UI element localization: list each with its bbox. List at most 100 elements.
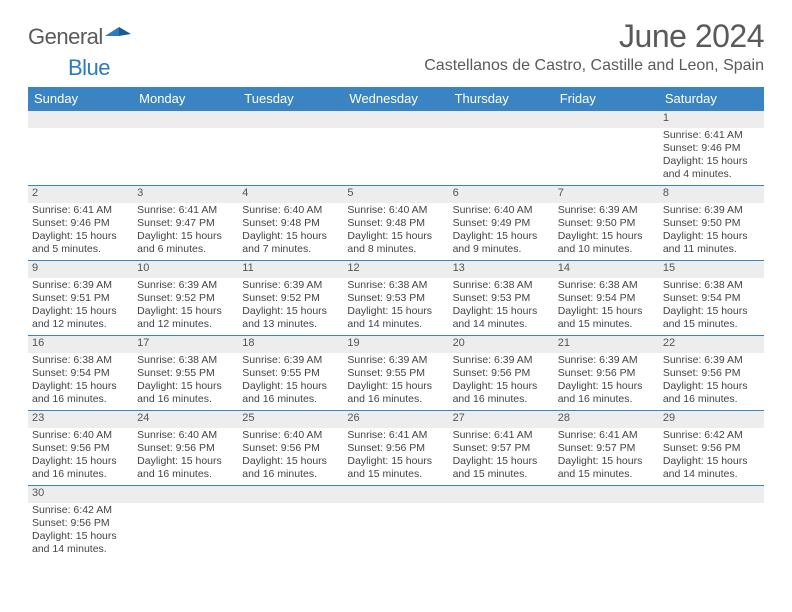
day-cell: 25Sunrise: 6:40 AMSunset: 9:56 PMDayligh… [238,411,343,485]
sunset-line: Sunset: 9:54 PM [663,292,760,305]
day-cell: 16Sunrise: 6:38 AMSunset: 9:54 PMDayligh… [28,336,133,410]
day-number: 18 [238,336,343,353]
day-body: Sunrise: 6:38 AMSunset: 9:54 PMDaylight:… [28,353,133,409]
daylight-line: Daylight: 15 hours and 16 minutes. [32,380,129,406]
daylight-line: Daylight: 15 hours and 15 minutes. [558,305,655,331]
day-number [554,111,659,128]
day-body: Sunrise: 6:38 AMSunset: 9:55 PMDaylight:… [133,353,238,409]
sunset-line: Sunset: 9:52 PM [242,292,339,305]
sunset-line: Sunset: 9:56 PM [242,442,339,455]
day-body: Sunrise: 6:39 AMSunset: 9:52 PMDaylight:… [238,278,343,334]
daylight-line: Daylight: 15 hours and 15 minutes. [453,455,550,481]
day-body: Sunrise: 6:39 AMSunset: 9:56 PMDaylight:… [554,353,659,409]
sunrise-line: Sunrise: 6:41 AM [137,204,234,217]
day-number: 1 [659,111,764,128]
day-cell: 12Sunrise: 6:38 AMSunset: 9:53 PMDayligh… [343,261,448,335]
sunset-line: Sunset: 9:56 PM [32,442,129,455]
day-cell: 20Sunrise: 6:39 AMSunset: 9:56 PMDayligh… [449,336,554,410]
sunrise-line: Sunrise: 6:41 AM [32,204,129,217]
day-cell-empty [554,486,659,560]
sunset-line: Sunset: 9:54 PM [32,367,129,380]
dow-cell: Thursday [449,87,554,111]
daylight-line: Daylight: 15 hours and 12 minutes. [137,305,234,331]
day-number [449,111,554,128]
daylight-line: Daylight: 15 hours and 16 minutes. [347,380,444,406]
week-row: 23Sunrise: 6:40 AMSunset: 9:56 PMDayligh… [28,411,764,486]
day-cell: 21Sunrise: 6:39 AMSunset: 9:56 PMDayligh… [554,336,659,410]
sunset-line: Sunset: 9:54 PM [558,292,655,305]
day-body: Sunrise: 6:42 AMSunset: 9:56 PMDaylight:… [28,503,133,559]
sunset-line: Sunset: 9:53 PM [347,292,444,305]
day-body: Sunrise: 6:40 AMSunset: 9:48 PMDaylight:… [238,203,343,259]
day-body: Sunrise: 6:41 AMSunset: 9:57 PMDaylight:… [554,428,659,484]
day-cell: 9Sunrise: 6:39 AMSunset: 9:51 PMDaylight… [28,261,133,335]
day-body: Sunrise: 6:40 AMSunset: 9:56 PMDaylight:… [133,428,238,484]
day-cell-empty [133,486,238,560]
day-number: 25 [238,411,343,428]
day-cell-empty [238,486,343,560]
day-cell-empty [343,111,448,185]
day-number: 5 [343,186,448,203]
day-number [449,486,554,503]
day-number: 4 [238,186,343,203]
calendar: SundayMondayTuesdayWednesdayThursdayFrid… [28,87,764,560]
day-number: 29 [659,411,764,428]
daylight-line: Daylight: 15 hours and 16 minutes. [558,380,655,406]
daylight-line: Daylight: 15 hours and 15 minutes. [347,455,444,481]
day-body: Sunrise: 6:40 AMSunset: 9:49 PMDaylight:… [449,203,554,259]
day-cell: 4Sunrise: 6:40 AMSunset: 9:48 PMDaylight… [238,186,343,260]
day-number [28,111,133,128]
day-number: 27 [449,411,554,428]
sunrise-line: Sunrise: 6:39 AM [558,204,655,217]
day-of-week-header: SundayMondayTuesdayWednesdayThursdayFrid… [28,87,764,111]
sunrise-line: Sunrise: 6:38 AM [663,279,760,292]
sunset-line: Sunset: 9:56 PM [347,442,444,455]
day-cell: 3Sunrise: 6:41 AMSunset: 9:47 PMDaylight… [133,186,238,260]
day-cell: 8Sunrise: 6:39 AMSunset: 9:50 PMDaylight… [659,186,764,260]
day-cell: 23Sunrise: 6:40 AMSunset: 9:56 PMDayligh… [28,411,133,485]
sunset-line: Sunset: 9:46 PM [663,142,760,155]
day-number: 15 [659,261,764,278]
day-number: 9 [28,261,133,278]
sunrise-line: Sunrise: 6:39 AM [453,354,550,367]
sunset-line: Sunset: 9:57 PM [453,442,550,455]
dow-cell: Saturday [659,87,764,111]
daylight-line: Daylight: 15 hours and 11 minutes. [663,230,760,256]
day-cell: 19Sunrise: 6:39 AMSunset: 9:55 PMDayligh… [343,336,448,410]
sunset-line: Sunset: 9:56 PM [663,367,760,380]
day-cell: 1Sunrise: 6:41 AMSunset: 9:46 PMDaylight… [659,111,764,185]
flag-icon [105,24,131,44]
sunrise-line: Sunrise: 6:40 AM [137,429,234,442]
day-body: Sunrise: 6:41 AMSunset: 9:56 PMDaylight:… [343,428,448,484]
sunrise-line: Sunrise: 6:39 AM [242,279,339,292]
day-number [238,486,343,503]
sunset-line: Sunset: 9:51 PM [32,292,129,305]
sunrise-line: Sunrise: 6:41 AM [453,429,550,442]
day-cell: 6Sunrise: 6:40 AMSunset: 9:49 PMDaylight… [449,186,554,260]
day-number: 23 [28,411,133,428]
day-cell: 17Sunrise: 6:38 AMSunset: 9:55 PMDayligh… [133,336,238,410]
sunrise-line: Sunrise: 6:40 AM [32,429,129,442]
sunset-line: Sunset: 9:56 PM [137,442,234,455]
sunrise-line: Sunrise: 6:42 AM [663,429,760,442]
day-body: Sunrise: 6:39 AMSunset: 9:52 PMDaylight:… [133,278,238,334]
day-number: 20 [449,336,554,353]
sunset-line: Sunset: 9:48 PM [242,217,339,230]
daylight-line: Daylight: 15 hours and 16 minutes. [453,380,550,406]
logo: General [28,24,131,50]
day-number [343,111,448,128]
day-number: 19 [343,336,448,353]
sunrise-line: Sunrise: 6:39 AM [558,354,655,367]
week-row: 1Sunrise: 6:41 AMSunset: 9:46 PMDaylight… [28,111,764,186]
daylight-line: Daylight: 15 hours and 9 minutes. [453,230,550,256]
daylight-line: Daylight: 15 hours and 13 minutes. [242,305,339,331]
day-number: 3 [133,186,238,203]
day-cell-empty [659,486,764,560]
week-row: 2Sunrise: 6:41 AMSunset: 9:46 PMDaylight… [28,186,764,261]
day-body: Sunrise: 6:40 AMSunset: 9:48 PMDaylight:… [343,203,448,259]
day-cell-empty [28,111,133,185]
day-body: Sunrise: 6:38 AMSunset: 9:53 PMDaylight:… [343,278,448,334]
day-body: Sunrise: 6:42 AMSunset: 9:56 PMDaylight:… [659,428,764,484]
sunset-line: Sunset: 9:56 PM [663,442,760,455]
daylight-line: Daylight: 15 hours and 14 minutes. [453,305,550,331]
